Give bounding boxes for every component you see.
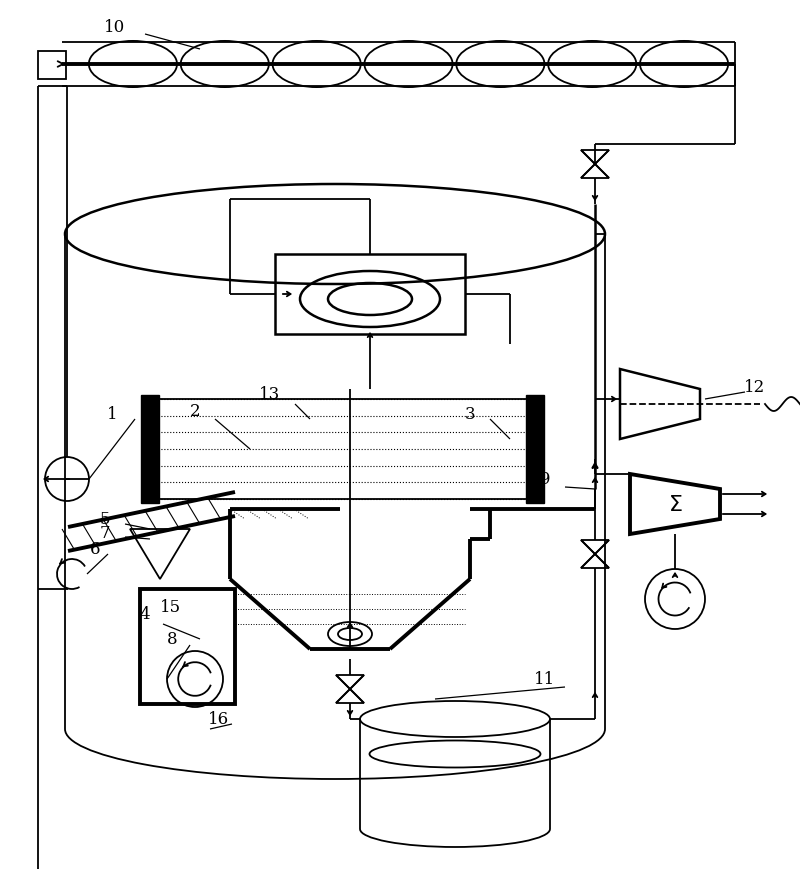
Text: 11: 11 xyxy=(534,671,556,687)
Text: 13: 13 xyxy=(259,386,281,403)
Text: 5: 5 xyxy=(100,511,110,527)
Bar xyxy=(141,395,159,503)
Text: 10: 10 xyxy=(104,19,126,36)
Text: 8: 8 xyxy=(166,631,178,647)
Bar xyxy=(275,255,465,335)
Text: 2: 2 xyxy=(190,403,200,420)
Text: 12: 12 xyxy=(744,379,766,396)
Text: 4: 4 xyxy=(140,606,150,623)
Text: 7: 7 xyxy=(100,524,110,541)
Bar xyxy=(140,589,235,704)
Text: 16: 16 xyxy=(207,711,229,727)
Text: 3: 3 xyxy=(465,406,475,423)
Text: $\Sigma$: $\Sigma$ xyxy=(668,494,682,514)
Text: 9: 9 xyxy=(540,471,550,488)
Bar xyxy=(38,52,66,80)
Text: 15: 15 xyxy=(159,599,181,616)
Text: 1: 1 xyxy=(106,406,118,423)
Text: 6: 6 xyxy=(90,541,100,558)
Bar xyxy=(526,395,544,503)
Ellipse shape xyxy=(338,628,362,640)
